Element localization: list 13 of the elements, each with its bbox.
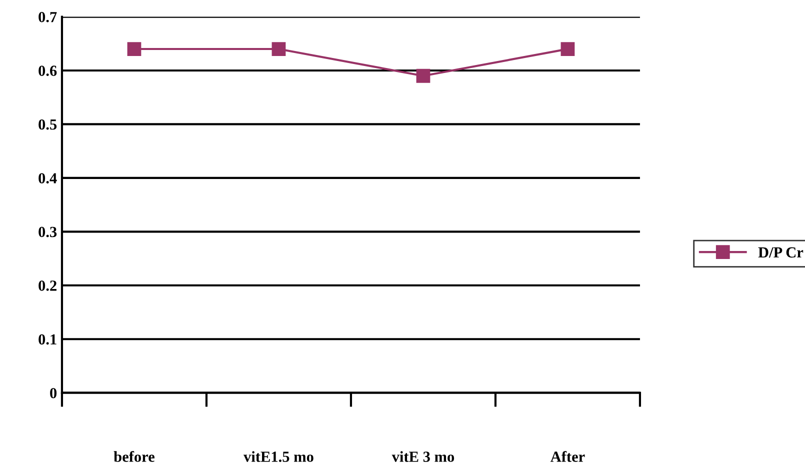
x-tick-label: before (114, 451, 154, 462)
x-tick-label: After (550, 451, 585, 462)
y-tick-label: 0.5 (38, 119, 57, 130)
x-tick-label: vitE 3 mo (392, 451, 454, 462)
y-tick-label: 0.3 (38, 226, 57, 238)
legend-label: D/P Cr (758, 247, 804, 258)
y-tick-label: 0 (50, 388, 57, 398)
y-tick-label: 0.2 (38, 280, 56, 291)
y-tick-label: 0.6 (38, 66, 57, 76)
y-tick-label: 0.1 (38, 334, 56, 345)
y-tick-label: 0.4 (38, 173, 57, 184)
y-tick-label: 0.7 (38, 12, 57, 22)
x-tick-label: vitE1.5 mo (244, 451, 314, 462)
